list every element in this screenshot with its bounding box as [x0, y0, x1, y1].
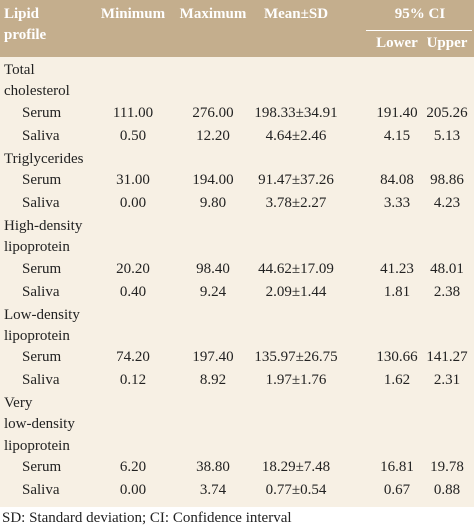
- cell: 0.50: [119, 127, 147, 144]
- cell: 3.74: [199, 482, 227, 498]
- cell: 198.33±34.91: [254, 104, 338, 121]
- group-label: Triglycerides: [4, 150, 84, 167]
- cell: 91.47±37.26: [258, 171, 334, 188]
- cell: 205.26: [426, 104, 468, 121]
- row-label: Saliva: [22, 127, 60, 144]
- cell: 41.23: [380, 260, 414, 277]
- cell: 141.27: [426, 349, 468, 366]
- cell: 1.97±1.76: [265, 372, 327, 389]
- group-label: lipoprotein: [4, 437, 70, 454]
- group-label: Total: [4, 62, 35, 78]
- group-label: lipoprotein: [4, 327, 70, 344]
- cell: 44.62±17.09: [258, 260, 334, 277]
- cell: 31.00: [116, 171, 150, 188]
- row-label: Saliva: [22, 194, 60, 211]
- cell: 276.00: [192, 104, 234, 121]
- group-label: lipoprotein: [4, 239, 70, 256]
- body-band: [0, 57, 474, 507]
- header-cell: Upper: [426, 35, 468, 51]
- cell: 48.01: [430, 260, 464, 277]
- cell: 9.24: [199, 283, 227, 300]
- row-label: Saliva: [22, 372, 60, 389]
- header-band: [0, 0, 474, 57]
- cell: 197.40: [192, 349, 234, 366]
- cell: 8.92: [199, 372, 227, 389]
- cell: 191.40: [376, 104, 418, 121]
- cell: 16.81: [380, 459, 414, 475]
- group-label: low-density: [4, 416, 75, 433]
- row-label: Serum: [22, 104, 62, 121]
- cell: 18.29±7.48: [261, 459, 331, 475]
- cell: 4.23: [433, 194, 461, 211]
- header-cell: 95% CI: [394, 6, 446, 22]
- cell: 9.80: [199, 194, 227, 211]
- cell: 98.86: [430, 171, 464, 188]
- header-cell: Minimum: [100, 6, 166, 22]
- cell: 6.20: [119, 459, 147, 475]
- row-label: Saliva: [22, 283, 60, 300]
- cell: 12.20: [196, 127, 230, 144]
- cell: 194.00: [192, 171, 234, 188]
- group-label: High-density: [4, 217, 83, 234]
- footnote: SD: Standard deviation; CI: Confidence i…: [2, 510, 292, 526]
- header-cell: Mean±SD: [263, 6, 329, 22]
- cell: 4.64±2.46: [265, 127, 327, 144]
- cell: 2.09±1.44: [265, 283, 327, 300]
- row-label: Serum: [22, 260, 62, 277]
- cell: 1.62: [383, 372, 411, 389]
- cell: 5.13: [433, 127, 461, 144]
- cell: 3.33: [383, 194, 411, 211]
- cell: 74.20: [116, 349, 150, 366]
- cell: 2.31: [433, 372, 461, 389]
- group-label: Very: [4, 395, 33, 412]
- cell: 38.80: [196, 459, 230, 475]
- cell: 4.15: [383, 127, 411, 144]
- cell: 130.66: [376, 349, 418, 366]
- row-label: Saliva: [22, 482, 60, 498]
- cell: 135.97±26.75: [254, 349, 338, 366]
- cell: 0.00: [119, 482, 147, 498]
- cell: 0.12: [119, 372, 147, 389]
- row-label: Serum: [22, 459, 62, 475]
- group-label: Low-density: [4, 306, 80, 323]
- cell: 0.40: [119, 283, 147, 300]
- header-cell: Lipid: [4, 6, 40, 22]
- ci-rule: [366, 30, 472, 31]
- cell: 84.08: [380, 171, 414, 188]
- cell: 20.20: [116, 260, 150, 277]
- row-label: Serum: [22, 171, 62, 188]
- header-cell: profile: [4, 27, 47, 43]
- header-cell: Lower: [376, 35, 418, 51]
- group-label: cholesterol: [4, 83, 70, 100]
- cell: 1.81: [383, 283, 411, 300]
- cell: 3.78±2.27: [265, 194, 327, 211]
- cell: 0.77±0.54: [265, 482, 327, 498]
- cell: 0.67: [383, 482, 411, 498]
- cell: 98.40: [196, 260, 230, 277]
- cell: 111.00: [112, 104, 154, 121]
- header-cell: Maximum: [179, 6, 247, 22]
- cell: 19.78: [430, 459, 464, 475]
- cell: 2.38: [433, 283, 461, 300]
- row-label: Serum: [22, 349, 62, 366]
- cell: 0.88: [433, 482, 461, 498]
- cell: 0.00: [119, 194, 147, 211]
